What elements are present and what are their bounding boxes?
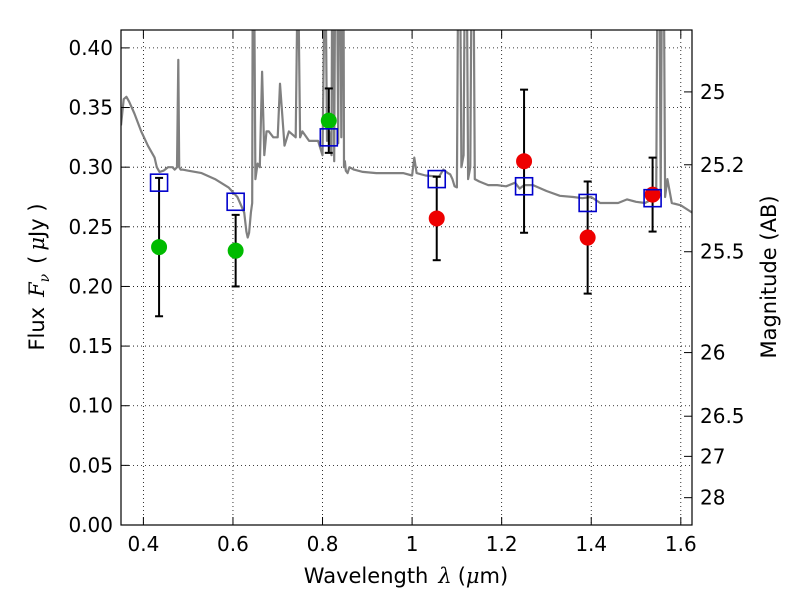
x-axis-title: Wavelength λ (μm) bbox=[304, 564, 508, 588]
x-tick-label: 0.6 bbox=[217, 532, 249, 556]
x-tick-label: 1 bbox=[406, 532, 419, 556]
synthetic-point bbox=[149, 173, 169, 192]
right-tick-label: 27 bbox=[700, 444, 725, 468]
observed-point bbox=[516, 153, 533, 170]
observed-point bbox=[644, 186, 661, 203]
synthetic-point bbox=[578, 193, 597, 213]
right-tick-label: 25.2 bbox=[700, 153, 745, 177]
observed-point bbox=[320, 112, 337, 129]
x-tick-label: 1.4 bbox=[575, 532, 607, 556]
observed-point bbox=[151, 239, 168, 256]
x-tick-labels: 0.4 0.6 0.8 1 1.2 1.4 1.6 bbox=[127, 532, 696, 556]
y-tick-label: 0.30 bbox=[68, 155, 113, 179]
synthetic-point bbox=[427, 169, 447, 189]
y-tick-labels: 0.00 0.05 0.10 0.15 0.20 0.25 0.30 0.35 0.40 bbox=[68, 36, 113, 537]
right-tick-label: 26 bbox=[700, 341, 725, 365]
right-tick-label: 28 bbox=[700, 486, 725, 510]
right-axis-title: Magnitude (AB) bbox=[757, 195, 781, 358]
y-tick-label: 0.20 bbox=[68, 274, 113, 298]
y-tick-label: 0.00 bbox=[68, 513, 113, 537]
observed-points bbox=[151, 112, 661, 259]
observed-point bbox=[428, 210, 445, 227]
y-tick-label: 0.25 bbox=[68, 215, 113, 239]
right-tick-labels: 25 25.2 25.5 26 26.5 27 28 bbox=[700, 80, 745, 510]
x-tick-label: 1.6 bbox=[665, 532, 697, 556]
plot-background bbox=[121, 30, 692, 525]
grid bbox=[121, 30, 692, 526]
synthetic-points bbox=[149, 128, 662, 213]
x-tick-label: 0.8 bbox=[307, 532, 339, 556]
y-tick-label: 0.15 bbox=[68, 334, 113, 358]
plot-area bbox=[121, 30, 692, 318]
right-tick-label: 26.5 bbox=[700, 404, 745, 428]
model-spectrum-line bbox=[121, 30, 692, 239]
y-tick-label: 0.40 bbox=[68, 36, 113, 60]
right-tick-label: 25.5 bbox=[700, 240, 745, 264]
synthetic-point bbox=[643, 188, 662, 208]
plot-frame bbox=[120, 29, 693, 526]
y-tick-label: 0.35 bbox=[68, 96, 113, 120]
observed-point bbox=[579, 229, 596, 246]
synthetic-point bbox=[226, 192, 245, 212]
x-tick-label: 0.4 bbox=[127, 532, 159, 556]
y-tick-label: 0.05 bbox=[68, 453, 113, 477]
axis-ticks bbox=[121, 30, 692, 526]
right-tick-label: 25 bbox=[700, 80, 725, 104]
x-tick-label: 1.2 bbox=[486, 532, 518, 556]
synthetic-point bbox=[319, 128, 339, 147]
synthetic-point bbox=[514, 176, 534, 196]
y-tick-label: 0.10 bbox=[68, 394, 113, 418]
y-axis-title: FluxFν(μJy ) bbox=[25, 203, 53, 350]
observed-point bbox=[227, 242, 244, 259]
